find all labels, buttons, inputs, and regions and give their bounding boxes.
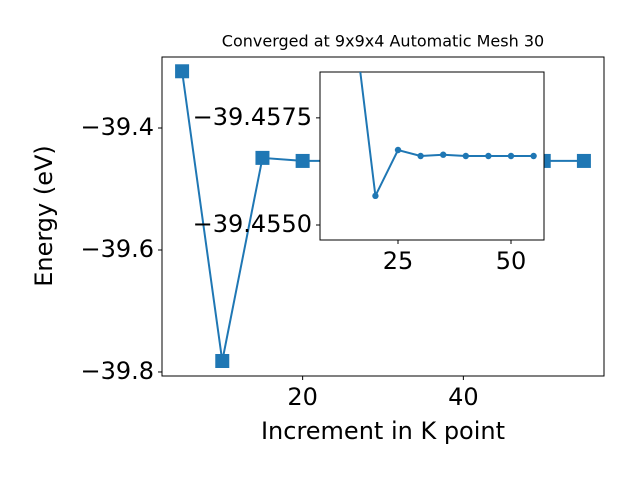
data-point	[485, 152, 492, 160]
y-tick-label: −39.4	[80, 113, 154, 141]
y-tick-label: −39.8	[80, 357, 154, 385]
data-point	[417, 152, 424, 160]
y-axis-label: Energy (eV)	[30, 145, 58, 287]
x-tick-label: 40	[448, 383, 479, 411]
data-point	[295, 153, 310, 168]
plot-content	[350, 8, 537, 200]
x-tick-label: 20	[287, 383, 318, 411]
data-point	[440, 151, 447, 158]
chart-title: Converged at 9x9x4 Automatic Mesh 30	[222, 32, 544, 51]
data-point	[372, 192, 379, 200]
y-tick-label: −39.6	[80, 235, 154, 263]
data-point	[394, 146, 402, 154]
data-point	[462, 152, 470, 160]
x-tick-label: 25	[383, 247, 414, 275]
y-tick-label: −39.4550	[193, 210, 312, 238]
data-point	[215, 353, 230, 368]
data-point	[175, 64, 190, 79]
data-point	[507, 152, 515, 160]
x-tick-label: 50	[496, 247, 527, 275]
data-point	[530, 152, 537, 160]
data-point	[255, 150, 270, 165]
data-point	[350, 8, 356, 14]
x-axis-label: Increment in K point	[261, 417, 505, 445]
data-point	[576, 153, 591, 168]
y-tick-label: −39.4575	[193, 103, 312, 131]
